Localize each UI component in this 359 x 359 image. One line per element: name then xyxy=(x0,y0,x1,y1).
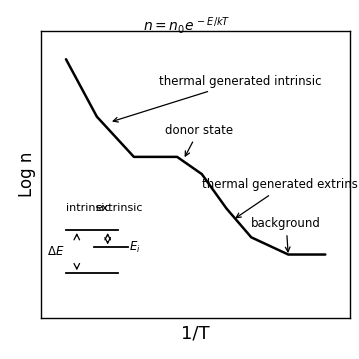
Text: donor state: donor state xyxy=(165,124,233,156)
Text: thermal generated extrinsic: thermal generated extrinsic xyxy=(202,178,359,218)
Text: intrinsic: intrinsic xyxy=(66,203,111,213)
Text: $E_i$: $E_i$ xyxy=(129,240,141,255)
Text: $\Delta E$: $\Delta E$ xyxy=(47,245,65,258)
Text: $n = n_0 e^{\,-E/kT}$: $n = n_0 e^{\,-E/kT}$ xyxy=(143,16,230,37)
X-axis label: 1/T: 1/T xyxy=(181,325,210,342)
Text: extrinsic: extrinsic xyxy=(95,203,143,213)
Text: thermal generated intrinsic: thermal generated intrinsic xyxy=(113,75,321,122)
Y-axis label: Log n: Log n xyxy=(18,151,36,197)
Text: background: background xyxy=(251,217,321,252)
